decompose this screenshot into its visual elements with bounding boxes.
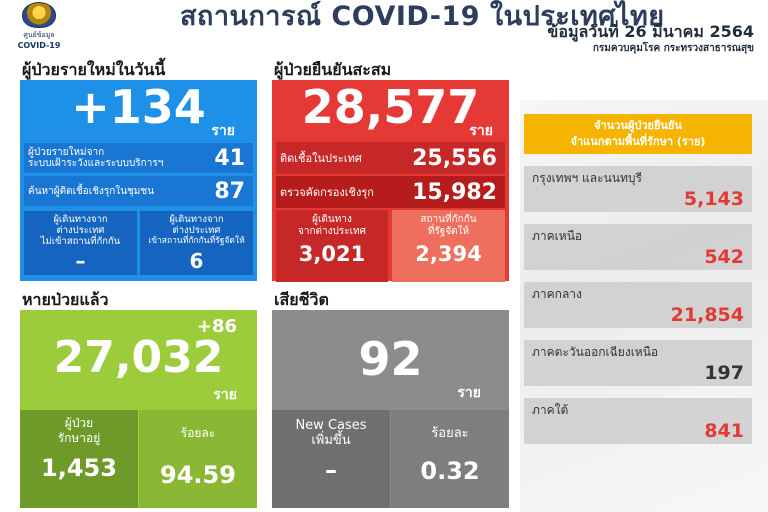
treating-value: 1,453	[41, 454, 117, 482]
new-cases-unit: ราย	[211, 123, 235, 139]
surveillance-label: ผู้ป่วยรายใหม่จาก ระบบเฝ้าระวังและระบบบร…	[28, 147, 163, 169]
region-bangkok: กรุงเทพฯ และนนทบุรี 5,143	[524, 166, 752, 212]
report-date: ข้อมูลวันที่ 26 มีนาคม 2564	[547, 22, 754, 41]
deaths-percent-value: 0.32	[420, 457, 480, 485]
recovered-percent-label: ร้อยละ	[180, 426, 216, 440]
emblem-icon	[22, 2, 56, 28]
surveillance-value: 41	[214, 145, 245, 171]
surveillance-label-line2: ระบบเฝ้าระวังและระบบบริการฯ	[28, 158, 164, 169]
community-label: ค้นหาผู้ติดเชื้อเชิงรุกในชุมชน	[28, 185, 155, 197]
region-value: 21,854	[670, 304, 744, 326]
region-label: กรุงเทพฯ และนนทบุรี	[532, 171, 642, 185]
deaths-new-label-line1: New Cases	[295, 418, 367, 433]
deaths-new-label-line2: เพิ่มขึ้น	[311, 433, 351, 448]
cumulative-unit: ราย	[469, 123, 493, 139]
regions-heading-line1: จำนวนผู้ป่วยยืนยัน	[594, 119, 682, 132]
recovered-unit: ราย	[213, 387, 237, 403]
domestic-label: ติดเชื้อในประเทศ	[280, 152, 362, 165]
deaths-unit: ราย	[457, 385, 481, 401]
region-central: ภาคกลาง 21,854	[524, 282, 752, 328]
department-name: กรมควบคุมโรค กระทรวงสาธารณสุข	[592, 43, 754, 54]
state-quarantine-label-line1: สถานที่กักกัน	[420, 214, 477, 225]
recovered-percent-cell: ร้อยละ 94.59	[139, 410, 257, 508]
quarantine-label-line3: เข้าสถานที่กักกันที่รัฐจัดให้	[148, 236, 245, 246]
travel-no-quarantine-cell: ผู้เดินทางจาก ต่างประเทศ ไม่เข้าสถานที่ก…	[24, 211, 137, 275]
quarantine-label-line1: ผู้เดินทางจาก	[169, 214, 224, 225]
region-north: ภาคเหนือ 542	[524, 224, 752, 270]
quarantine-label-line2: ต่างประเทศ	[172, 225, 221, 236]
recovered-panel: +86 27,032 ราย ผู้ป่วย รักษาอยู่ 1,453 ร…	[20, 310, 257, 508]
regions-heading-line2: จำแนกตามพื้นที่รักษา (ราย)	[570, 135, 706, 148]
state-quarantine-value: 2,394	[415, 242, 482, 266]
recovered-heading: หายป่วยแล้ว	[22, 290, 109, 309]
domestic-row: ติดเชื้อในประเทศ 25,556	[276, 142, 505, 174]
region-value: 197	[704, 362, 744, 384]
recovered-total: 27,032	[53, 332, 224, 383]
logo-text-2: COVID-19	[17, 41, 61, 50]
region-label: ภาคใต้	[532, 403, 569, 417]
travel-label-line1: ผู้เดินทางจาก	[53, 214, 108, 225]
region-label: ภาคตะวันออกเฉียงเหนือ	[532, 345, 659, 359]
region-value: 5,143	[683, 188, 744, 210]
region-label: ภาคเหนือ	[532, 229, 583, 243]
regions-heading: จำนวนผู้ป่วยยืนยัน จำแนกตามพื้นที่รักษา …	[524, 114, 752, 154]
treating-cell: ผู้ป่วย รักษาอยู่ 1,453	[20, 410, 138, 508]
deaths-percent-label: ร้อยละ	[431, 426, 469, 441]
proactive-label: ตรวจคัดกรองเชิงรุก	[280, 186, 374, 199]
travel-label-line3: ไม่เข้าสถานที่กักกัน	[40, 236, 121, 247]
new-cases-panel: +134 ราย ผู้ป่วยรายใหม่จาก ระบบเฝ้าระวัง…	[20, 80, 257, 281]
proactive-value: 15,982	[412, 179, 497, 205]
state-quarantine-cell: สถานที่กักกัน ที่รัฐจัดให้ 2,394	[392, 210, 505, 282]
cumulative-heading: ผู้ป่วยยืนยันสะสม	[274, 60, 392, 79]
domestic-value: 25,556	[412, 145, 497, 171]
deaths-new-value: –	[325, 456, 337, 484]
recovered-percent-value: 94.59	[160, 461, 236, 489]
region-south: ภาคใต้ 841	[524, 398, 752, 444]
quarantine-value: 6	[189, 249, 204, 273]
cumulative-total: 28,577	[301, 80, 480, 134]
new-cases-heading: ผู้ป่วยรายใหม่ในวันนี้	[22, 60, 166, 79]
travel-label-line2: ต่างประเทศ	[56, 225, 105, 236]
deaths-percent-cell: ร้อยละ 0.32	[391, 410, 509, 508]
deaths-heading: เสียชีวิต	[274, 290, 329, 309]
deaths-total: 92	[358, 332, 423, 386]
surveillance-label-line1: ผู้ป่วยรายใหม่จาก	[28, 147, 105, 158]
cumulative-panel: 28,577 ราย ติดเชื้อในประเทศ 25,556 ตรวจค…	[272, 80, 509, 282]
abroad-label-line2: จากต่างประเทศ	[298, 226, 366, 237]
proactive-row: ตรวจคัดกรองเชิงรุก 15,982	[276, 176, 505, 208]
deaths-panel: 92 ราย New Cases เพิ่มขึ้น – ร้อยละ 0.32	[272, 310, 509, 508]
region-value: 542	[704, 246, 744, 268]
region-value: 841	[704, 420, 744, 442]
community-value: 87	[214, 178, 245, 204]
abroad-value: 3,021	[298, 242, 366, 266]
travel-quarantine-cell: ผู้เดินทางจาก ต่างประเทศ เข้าสถานที่กักก…	[140, 211, 253, 275]
treating-label-line1: ผู้ป่วย	[64, 416, 94, 430]
deaths-new-cell: New Cases เพิ่มขึ้น –	[272, 410, 390, 508]
recovered-delta: +86	[196, 316, 237, 337]
surveillance-row: ผู้ป่วยรายใหม่จาก ระบบเฝ้าระวังและระบบบร…	[24, 143, 253, 173]
page-title: สถานการณ์ COVID-19 ในประเทศไทย	[180, 1, 665, 32]
treating-label-line2: รักษาอยู่	[57, 431, 101, 445]
logo-text-1: ศูนย์ข้อมูล	[23, 31, 55, 39]
abroad-label-line1: ผู้เดินทาง	[312, 214, 352, 225]
state-quarantine-label-line2: ที่รัฐจัดให้	[427, 226, 470, 237]
travel-value: –	[75, 249, 86, 273]
new-cases-total: +134	[71, 80, 206, 134]
region-northeast: ภาคตะวันออกเฉียงเหนือ 197	[524, 340, 752, 386]
covid-center-logo: ศูนย์ข้อมูล COVID-19	[8, 2, 70, 50]
region-label: ภาคกลาง	[532, 287, 582, 301]
community-row: ค้นหาผู้ติดเชื้อเชิงรุกในชุมชน 87	[24, 176, 253, 206]
abroad-cell: ผู้เดินทาง จากต่างประเทศ 3,021	[276, 210, 388, 282]
